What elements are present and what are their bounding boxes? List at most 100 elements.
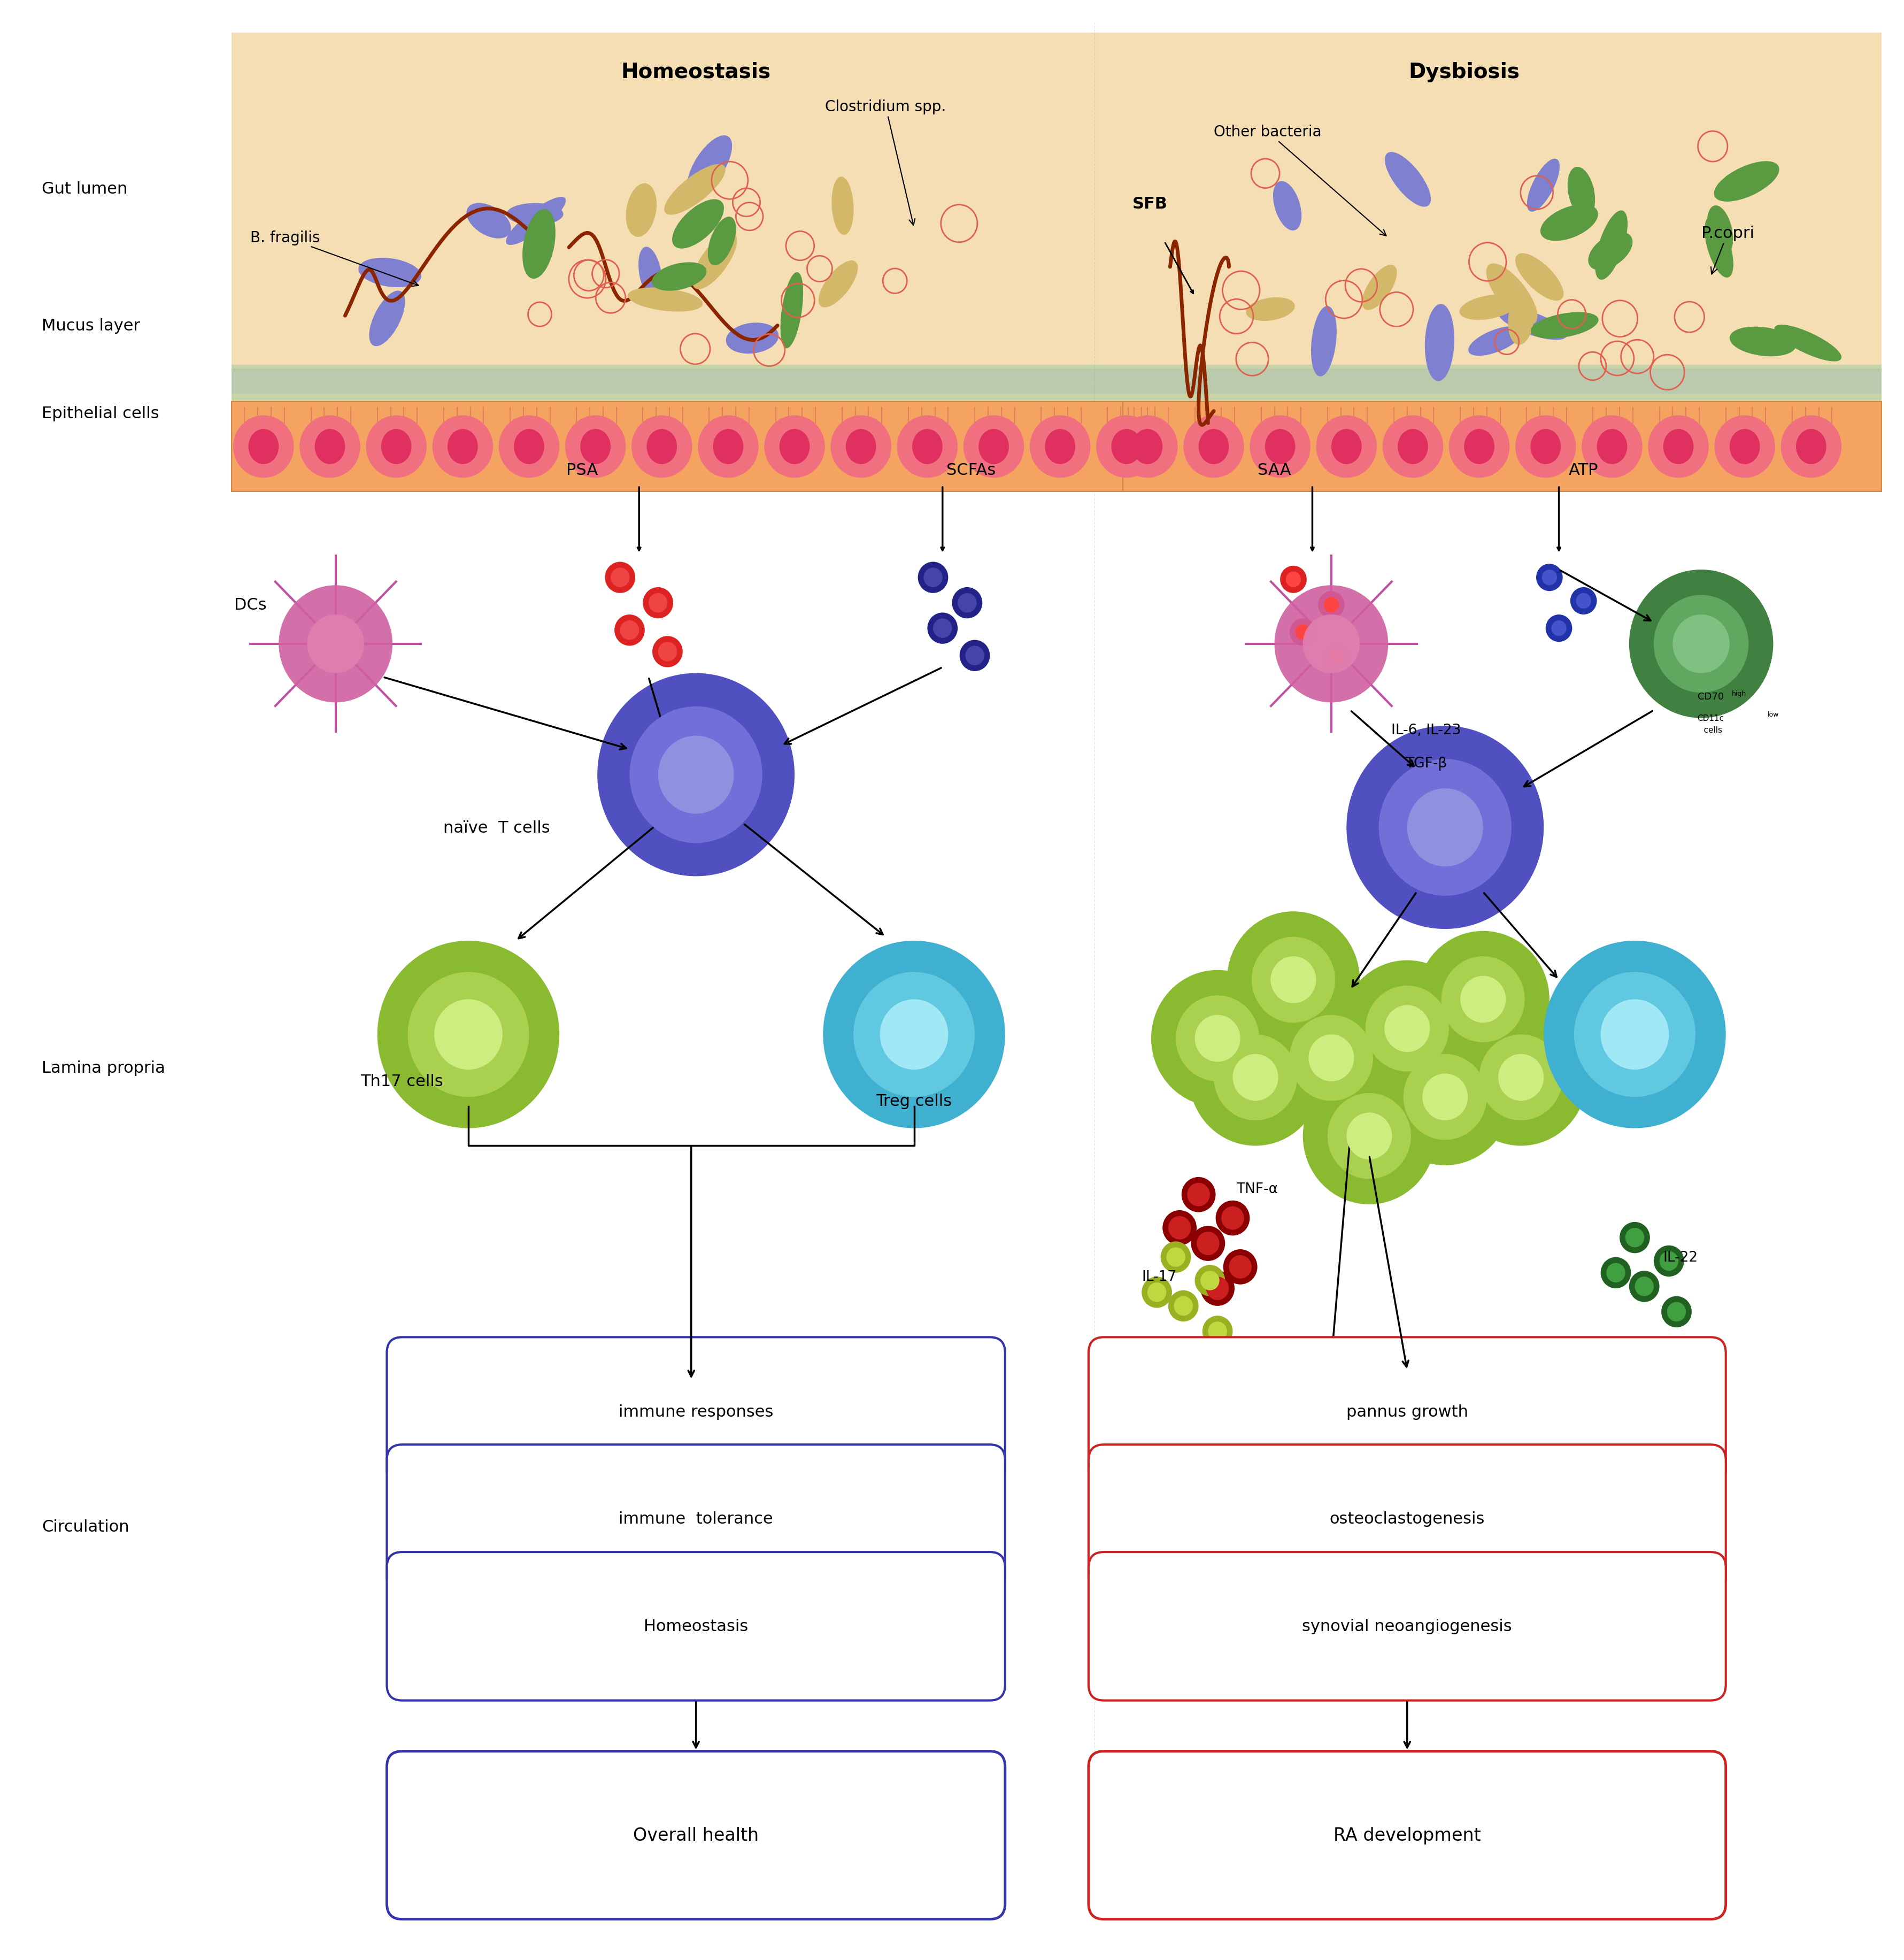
Circle shape bbox=[1169, 1290, 1198, 1321]
FancyBboxPatch shape bbox=[230, 365, 1123, 404]
Ellipse shape bbox=[830, 416, 891, 478]
Circle shape bbox=[1274, 586, 1388, 704]
Ellipse shape bbox=[1729, 429, 1759, 465]
Circle shape bbox=[823, 941, 1005, 1129]
Ellipse shape bbox=[447, 429, 478, 465]
Circle shape bbox=[1228, 1254, 1251, 1278]
Text: cells: cells bbox=[1672, 725, 1723, 735]
Ellipse shape bbox=[506, 198, 565, 245]
Circle shape bbox=[880, 1000, 948, 1070]
Ellipse shape bbox=[514, 429, 545, 465]
Circle shape bbox=[1200, 1270, 1234, 1305]
Text: osteoclastogenesis: osteoclastogenesis bbox=[1329, 1511, 1485, 1527]
Text: Lamina propria: Lamina propria bbox=[42, 1060, 166, 1076]
Circle shape bbox=[1308, 1035, 1354, 1082]
Ellipse shape bbox=[1540, 206, 1597, 241]
Circle shape bbox=[1365, 986, 1449, 1072]
Ellipse shape bbox=[381, 429, 411, 465]
Circle shape bbox=[1161, 1241, 1192, 1272]
Circle shape bbox=[933, 619, 952, 639]
Text: naïve  T cells: naïve T cells bbox=[444, 819, 550, 835]
Circle shape bbox=[958, 594, 977, 613]
Circle shape bbox=[1285, 572, 1300, 588]
Ellipse shape bbox=[632, 416, 693, 478]
Ellipse shape bbox=[1531, 429, 1561, 465]
Ellipse shape bbox=[979, 429, 1009, 465]
Ellipse shape bbox=[640, 247, 663, 300]
Ellipse shape bbox=[1426, 304, 1455, 380]
Circle shape bbox=[659, 643, 678, 662]
Ellipse shape bbox=[832, 178, 853, 235]
Ellipse shape bbox=[647, 429, 678, 465]
Ellipse shape bbox=[366, 416, 426, 478]
Ellipse shape bbox=[725, 323, 779, 353]
Circle shape bbox=[1148, 1282, 1167, 1301]
Circle shape bbox=[1630, 570, 1773, 719]
Circle shape bbox=[1340, 960, 1474, 1098]
Circle shape bbox=[1601, 1000, 1670, 1070]
Text: low: low bbox=[1767, 711, 1778, 717]
Ellipse shape bbox=[248, 429, 278, 465]
Circle shape bbox=[1378, 759, 1512, 896]
Circle shape bbox=[1323, 645, 1350, 672]
Ellipse shape bbox=[1464, 429, 1495, 465]
Circle shape bbox=[1142, 1276, 1173, 1307]
Ellipse shape bbox=[581, 429, 611, 465]
Ellipse shape bbox=[708, 218, 735, 265]
Ellipse shape bbox=[1714, 163, 1778, 202]
Circle shape bbox=[1384, 1005, 1430, 1053]
Text: SAA: SAA bbox=[1259, 463, 1291, 478]
Circle shape bbox=[1601, 1256, 1632, 1288]
Text: TNF-α: TNF-α bbox=[1236, 1182, 1278, 1196]
Circle shape bbox=[1169, 1217, 1192, 1239]
Ellipse shape bbox=[712, 429, 743, 465]
Ellipse shape bbox=[1582, 416, 1643, 478]
Circle shape bbox=[434, 1000, 503, 1070]
Circle shape bbox=[1607, 1262, 1626, 1282]
Circle shape bbox=[615, 615, 645, 647]
Circle shape bbox=[1329, 651, 1344, 666]
Circle shape bbox=[1626, 1229, 1645, 1247]
Ellipse shape bbox=[779, 429, 809, 465]
Circle shape bbox=[621, 621, 640, 641]
Ellipse shape bbox=[912, 429, 942, 465]
Circle shape bbox=[605, 563, 636, 594]
Text: Epithelial cells: Epithelial cells bbox=[42, 406, 160, 421]
Circle shape bbox=[1270, 956, 1316, 1004]
Circle shape bbox=[952, 588, 982, 619]
Text: immune responses: immune responses bbox=[619, 1403, 773, 1419]
Circle shape bbox=[1226, 911, 1359, 1049]
Circle shape bbox=[1177, 996, 1259, 1082]
Circle shape bbox=[611, 568, 630, 588]
Circle shape bbox=[960, 641, 990, 672]
Circle shape bbox=[1295, 625, 1310, 641]
Circle shape bbox=[1542, 570, 1557, 586]
Circle shape bbox=[1188, 1184, 1209, 1207]
FancyBboxPatch shape bbox=[387, 1337, 1005, 1486]
Ellipse shape bbox=[1198, 429, 1228, 465]
Circle shape bbox=[1537, 564, 1563, 592]
Circle shape bbox=[1655, 1245, 1683, 1276]
Ellipse shape bbox=[1487, 265, 1537, 325]
Ellipse shape bbox=[626, 184, 657, 237]
Circle shape bbox=[1577, 594, 1592, 610]
Circle shape bbox=[1346, 725, 1544, 929]
FancyBboxPatch shape bbox=[387, 1552, 1005, 1701]
Ellipse shape bbox=[1508, 292, 1535, 345]
Circle shape bbox=[278, 586, 392, 704]
Circle shape bbox=[1196, 1264, 1224, 1296]
Ellipse shape bbox=[845, 429, 876, 465]
FancyBboxPatch shape bbox=[1123, 365, 1881, 404]
Circle shape bbox=[927, 613, 958, 645]
Ellipse shape bbox=[1516, 416, 1577, 478]
FancyBboxPatch shape bbox=[1089, 1752, 1725, 1919]
Ellipse shape bbox=[1363, 267, 1396, 310]
Ellipse shape bbox=[1516, 255, 1563, 300]
Circle shape bbox=[1196, 1015, 1240, 1062]
Circle shape bbox=[307, 615, 364, 674]
FancyBboxPatch shape bbox=[230, 368, 1123, 394]
Circle shape bbox=[659, 735, 733, 813]
Ellipse shape bbox=[1714, 416, 1775, 478]
Text: P.copri: P.copri bbox=[1700, 225, 1754, 274]
Circle shape bbox=[1544, 941, 1725, 1129]
